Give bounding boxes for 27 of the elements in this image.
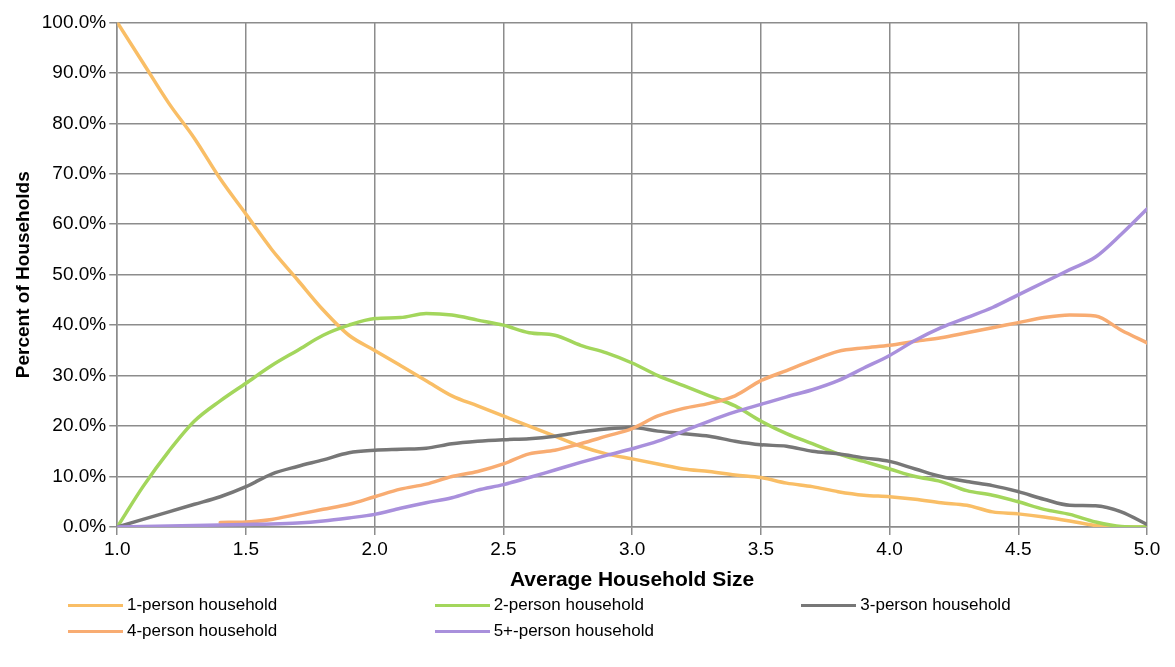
x-tick-label: 2.5 bbox=[490, 537, 517, 559]
y-tick-label: 50.0% bbox=[52, 262, 107, 284]
x-tick-label: 4.0 bbox=[876, 537, 903, 559]
y-tick-label: 90.0% bbox=[52, 61, 107, 83]
y-tick-label: 100.0% bbox=[41, 10, 107, 32]
x-tick-label: 3.5 bbox=[747, 537, 775, 559]
y-axis-title: Percent of Households bbox=[11, 171, 33, 379]
y-tick-label: 60.0% bbox=[52, 212, 107, 234]
x-tick-label: 1.5 bbox=[232, 537, 260, 559]
x-tick-label: 3.0 bbox=[618, 537, 646, 559]
y-tick-label: 80.0% bbox=[52, 111, 107, 133]
x-axis-title: Average Household Size bbox=[509, 567, 755, 591]
legend-label: 2-person household bbox=[493, 595, 644, 615]
y-tick-label: 70.0% bbox=[52, 162, 107, 184]
x-tick-label: 2.0 bbox=[361, 537, 388, 559]
x-tick-label: 4.5 bbox=[1005, 537, 1032, 559]
y-tick-label: 30.0% bbox=[52, 363, 107, 385]
x-tick-label: 5.0 bbox=[1133, 537, 1161, 559]
legend-label: 3-person household bbox=[860, 595, 1011, 615]
legend-label: 5+-person household bbox=[493, 621, 654, 641]
legend-label: 1-person household bbox=[127, 595, 278, 615]
y-tick-label: 0.0% bbox=[62, 515, 107, 537]
y-tick-label: 40.0% bbox=[52, 313, 107, 335]
y-tick-label: 10.0% bbox=[52, 464, 107, 486]
y-tick-label: 20.0% bbox=[52, 414, 107, 436]
legend-label: 4-person household bbox=[127, 621, 278, 641]
x-tick-label: 1.0 bbox=[104, 537, 131, 559]
